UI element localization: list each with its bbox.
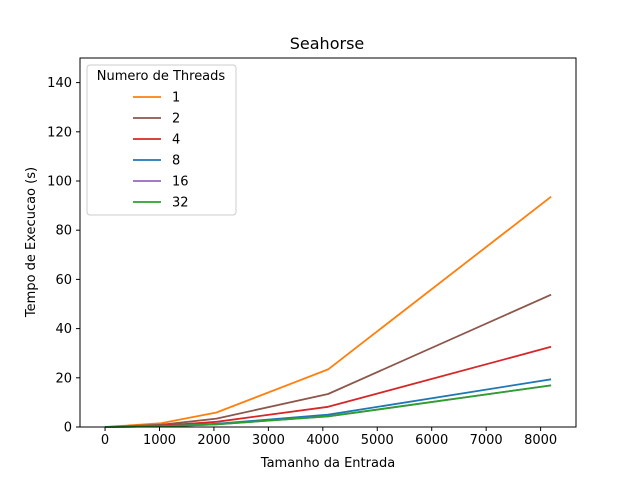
- y-tick-label: 140: [47, 76, 72, 91]
- y-tick-label: 20: [55, 371, 72, 386]
- x-tick-label: 8000: [524, 433, 557, 448]
- legend: Numero de Threads 1 2 4 8 16 32: [86, 64, 237, 216]
- legend-label-1: 1: [172, 91, 180, 106]
- y-tick-label: 0: [64, 421, 72, 436]
- x-tick-label: 0: [101, 433, 109, 448]
- chart-title: Seahorse: [290, 34, 365, 53]
- x-tick-label: 2000: [197, 433, 230, 448]
- y-tick-label: 40: [55, 322, 72, 337]
- legend-label-16: 16: [172, 175, 189, 190]
- x-tick-label: 5000: [361, 433, 394, 448]
- y-tick-label: 60: [55, 273, 72, 288]
- legend-label-8: 8: [172, 154, 180, 169]
- plot-area-frame: [79, 57, 577, 428]
- x-tick-label: 7000: [470, 433, 503, 448]
- x-tick-label: 3000: [252, 433, 285, 448]
- legend-box: [86, 64, 237, 216]
- x-axis-label: Tamanho da Entrada: [260, 456, 395, 471]
- y-tick-label: 120: [47, 125, 72, 140]
- y-tick-label: 100: [47, 175, 72, 190]
- x-tick-label: 1000: [143, 433, 176, 448]
- y-tick-label: 80: [55, 224, 72, 239]
- legend-title: Numero de Threads: [97, 69, 226, 84]
- legend-label-32: 32: [172, 196, 189, 211]
- legend-label-2: 2: [172, 112, 180, 127]
- series-line-1: [104, 195, 552, 428]
- legend-label-4: 4: [172, 133, 180, 148]
- x-tick-label: 4000: [306, 433, 339, 448]
- y-axis-label: Tempo de Execucao (s): [24, 167, 39, 318]
- legend-entries: 1 2 4 8 16 32: [133, 91, 189, 211]
- axes-layer: 0 1000 2000 3000 4000 5000 6000 7000 8000 0 20 40 60…: [47, 76, 557, 448]
- x-tick-label: 6000: [415, 433, 448, 448]
